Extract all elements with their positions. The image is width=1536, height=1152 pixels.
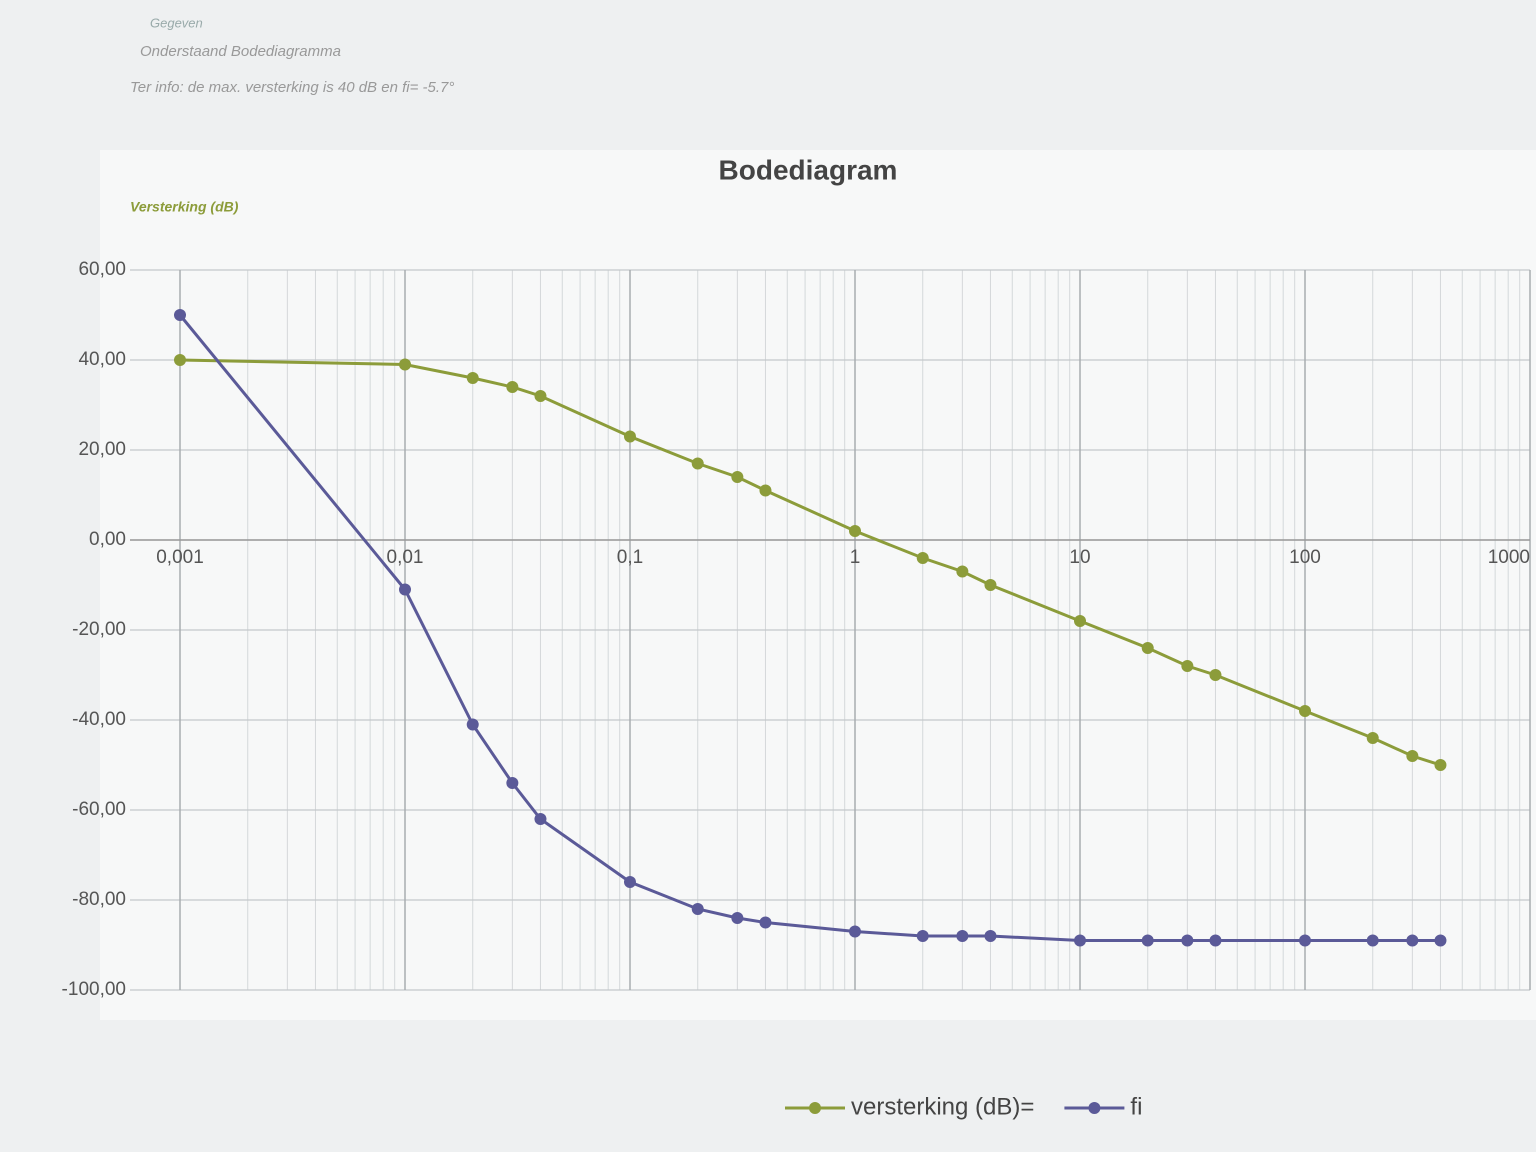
data-point bbox=[984, 930, 997, 942]
data-point bbox=[174, 309, 186, 321]
data-point bbox=[1366, 934, 1379, 947]
data-point bbox=[984, 579, 997, 591]
legend-label: fi bbox=[1130, 1093, 1142, 1120]
y-tick-label: 40,00 bbox=[78, 349, 126, 370]
data-point bbox=[1074, 615, 1086, 627]
data-point bbox=[731, 471, 744, 483]
data-point bbox=[1366, 732, 1379, 744]
data-point bbox=[759, 484, 772, 497]
data-point bbox=[534, 390, 547, 402]
y-tick-label: 0,00 bbox=[89, 529, 126, 550]
y-tick-label: -100,00 bbox=[62, 979, 126, 1000]
header-text: Onderstaand Bodediagramma bbox=[140, 43, 341, 60]
chart-title: Bodediagram bbox=[719, 154, 898, 185]
data-point bbox=[956, 565, 969, 578]
x-tick-label: 0,1 bbox=[617, 547, 643, 568]
data-point bbox=[466, 372, 479, 384]
data-point bbox=[1406, 750, 1419, 762]
legend-label: versterking (dB)= bbox=[851, 1093, 1034, 1120]
data-point bbox=[624, 430, 636, 443]
data-point bbox=[1434, 759, 1447, 771]
y-tick-label: 20,00 bbox=[78, 439, 126, 460]
data-point bbox=[1434, 934, 1447, 947]
data-point bbox=[466, 718, 479, 731]
x-tick-label: 100 bbox=[1289, 547, 1321, 568]
data-point bbox=[849, 925, 861, 938]
x-tick-label: 0,01 bbox=[387, 547, 424, 568]
data-point bbox=[1299, 705, 1311, 717]
data-point bbox=[759, 916, 772, 929]
data-point bbox=[1181, 934, 1194, 947]
data-point bbox=[1074, 934, 1086, 947]
data-point bbox=[1141, 934, 1154, 947]
header-text: Ter info: de max. versterking is 40 dB e… bbox=[130, 79, 454, 96]
data-point bbox=[731, 912, 744, 924]
data-point bbox=[399, 358, 411, 371]
data-point bbox=[1181, 660, 1194, 672]
data-point bbox=[399, 583, 411, 596]
chart-area bbox=[100, 150, 1536, 1020]
y-tick-label: -60,00 bbox=[72, 799, 126, 820]
y-tick-label: 60,00 bbox=[78, 259, 126, 280]
data-point bbox=[174, 354, 186, 366]
x-tick-label: 1000 bbox=[1488, 547, 1530, 568]
data-point bbox=[506, 381, 519, 393]
y-tick-label: -80,00 bbox=[72, 889, 126, 910]
data-point bbox=[691, 903, 704, 915]
x-tick-label: 1 bbox=[850, 547, 861, 568]
data-point bbox=[1406, 934, 1419, 947]
header-text: Gegeven bbox=[150, 15, 203, 30]
data-point bbox=[1209, 934, 1222, 947]
data-point bbox=[1209, 669, 1222, 681]
data-point bbox=[956, 930, 969, 942]
data-point bbox=[624, 876, 636, 888]
y-tick-label: -40,00 bbox=[72, 709, 126, 730]
y-axis-title: Versterking (dB) bbox=[130, 199, 239, 215]
data-point bbox=[916, 552, 929, 564]
data-point bbox=[916, 930, 929, 942]
legend-marker bbox=[1088, 1102, 1101, 1114]
data-point bbox=[1299, 934, 1311, 947]
legend-marker bbox=[809, 1102, 821, 1114]
data-point bbox=[691, 457, 704, 470]
x-tick-label: 0,001 bbox=[156, 547, 204, 568]
data-point bbox=[849, 525, 861, 537]
data-point bbox=[534, 813, 547, 825]
x-tick-label: 10 bbox=[1069, 547, 1090, 568]
data-point bbox=[506, 777, 519, 789]
data-point bbox=[1141, 642, 1154, 654]
y-tick-label: -20,00 bbox=[72, 619, 126, 640]
